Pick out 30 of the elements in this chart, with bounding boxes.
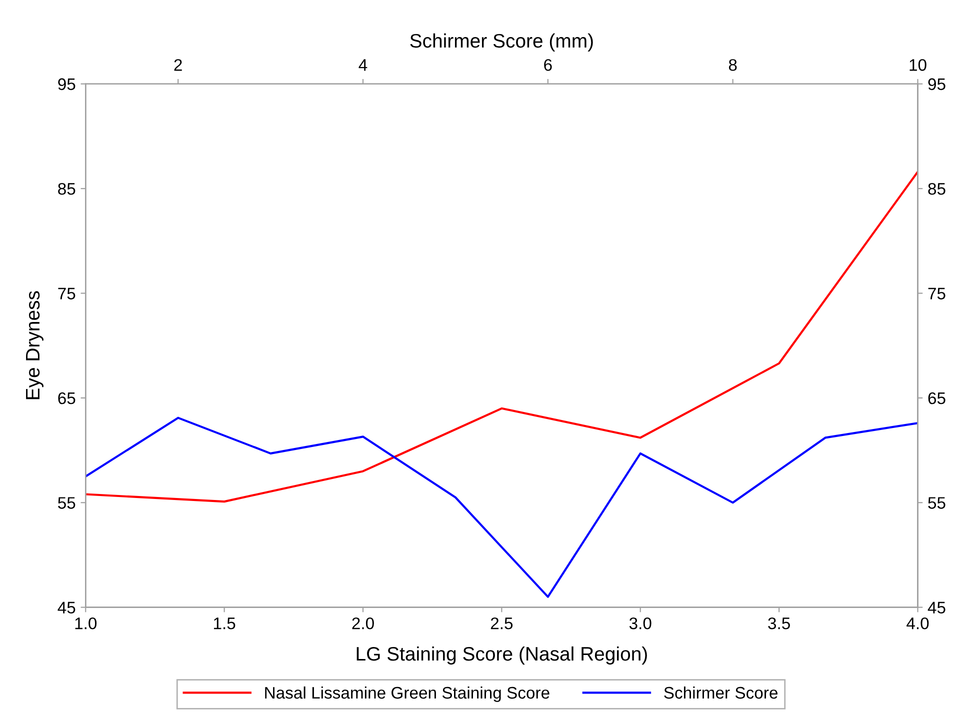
x2-tick-label: 10	[910, 59, 926, 71]
x2-axis-title: Schirmer Score (mm)	[410, 33, 593, 52]
y-tick-label: 55	[58, 497, 76, 509]
y2-tick-label: 75	[928, 288, 946, 300]
x2-tick-label: 4	[358, 59, 368, 71]
y2-tick-label: 95	[928, 78, 946, 90]
x2-tick-label: 2	[174, 59, 182, 71]
y2-tick-label: 65	[928, 392, 946, 404]
y2-tick-label: 45	[928, 602, 946, 614]
y-axis-title: Eye Dryness	[26, 291, 44, 400]
x-tick-label: 3.5	[768, 617, 790, 630]
x2-tick-label: 8	[728, 59, 737, 71]
y-tick-label: 45	[58, 602, 76, 614]
legend-label: Nasal Lissamine Green Staining Score	[265, 686, 550, 702]
x-axis-title: LG Staining Score (Nasal Region)	[356, 646, 647, 665]
x-tick-label: 2.5	[490, 617, 513, 630]
y2-tick-label: 55	[928, 497, 946, 509]
x-tick-label: 1.5	[214, 618, 236, 630]
legend-label: Schirmer Score	[664, 686, 778, 699]
x-tick-label: 4.0	[906, 617, 929, 630]
x2-tick-label: 6	[544, 59, 552, 71]
y-tick-label: 65	[58, 392, 76, 404]
x-tick-label: 3.0	[629, 617, 652, 630]
y-tick-label: 75	[58, 288, 76, 300]
x-tick-label: 1.0	[75, 617, 97, 630]
y2-tick-label: 85	[928, 182, 946, 195]
line-series	[86, 170, 918, 503]
y-tick-label: 95	[58, 78, 76, 90]
x-tick-label: 2.0	[352, 617, 374, 630]
y-tick-label: 85	[58, 182, 76, 195]
